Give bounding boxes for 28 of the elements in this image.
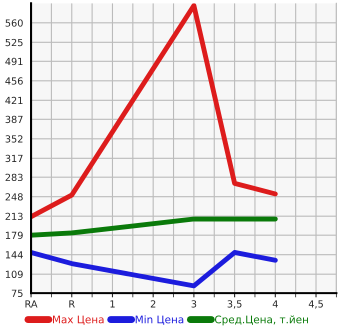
y-tick-label: 248 xyxy=(6,193,23,201)
y-tick-label: 560 xyxy=(6,19,23,27)
legend-label: Min Цена xyxy=(136,315,184,325)
y-tick-label: 352 xyxy=(6,135,22,143)
y-tick-label: 109 xyxy=(6,270,23,278)
y-tick-label: 317 xyxy=(6,154,23,162)
y-tick-label: 525 xyxy=(6,38,23,46)
x-tick-label: 3,5 xyxy=(228,300,242,309)
x-tick-label: R xyxy=(69,300,75,308)
x-tick-label: 2 xyxy=(150,300,156,308)
y-tick-label: 387 xyxy=(6,116,23,124)
y-tick-label: 179 xyxy=(6,232,23,239)
y-tick-label: 283 xyxy=(6,174,23,182)
x-tick-label: RA xyxy=(25,300,38,308)
line-series xyxy=(31,3,278,220)
y-tick-label: 456 xyxy=(5,77,23,85)
x-tick-label: 1 xyxy=(110,300,115,308)
y-tick-label: 144 xyxy=(6,251,23,258)
y-tick-label: 491 xyxy=(5,58,23,66)
y-tick-label: 213 xyxy=(6,212,23,220)
x-tick-label: 4,5 xyxy=(308,300,323,309)
y-tick-label: 421 xyxy=(5,96,23,104)
legend-label: Max Цена xyxy=(52,316,104,325)
line-series xyxy=(31,250,278,288)
x-tick-label: 4 xyxy=(272,300,278,308)
x-tick-label: 3 xyxy=(192,300,196,308)
y-tick-label: 75 xyxy=(12,290,23,297)
legend-label: Сред.Цена, т.йен xyxy=(214,315,308,326)
